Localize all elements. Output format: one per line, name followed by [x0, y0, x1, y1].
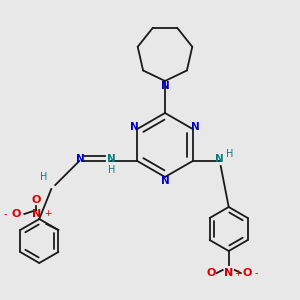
- Text: N: N: [160, 176, 169, 186]
- Text: H: H: [108, 165, 115, 175]
- Text: N: N: [191, 122, 200, 132]
- Text: -: -: [255, 268, 259, 278]
- Text: O: O: [32, 195, 41, 205]
- Text: H: H: [40, 172, 47, 182]
- Text: N: N: [32, 209, 41, 219]
- Text: O: O: [12, 209, 21, 219]
- Text: +: +: [44, 209, 51, 218]
- Text: N: N: [224, 268, 233, 278]
- Text: N: N: [160, 81, 169, 91]
- Text: O: O: [242, 268, 251, 278]
- Text: N: N: [130, 122, 139, 132]
- Text: -: -: [4, 209, 7, 219]
- Text: O: O: [206, 268, 215, 278]
- Text: +: +: [234, 268, 242, 278]
- Text: H: H: [226, 149, 233, 159]
- Text: N: N: [76, 154, 85, 164]
- Text: N: N: [215, 154, 224, 164]
- Text: N: N: [107, 154, 116, 164]
